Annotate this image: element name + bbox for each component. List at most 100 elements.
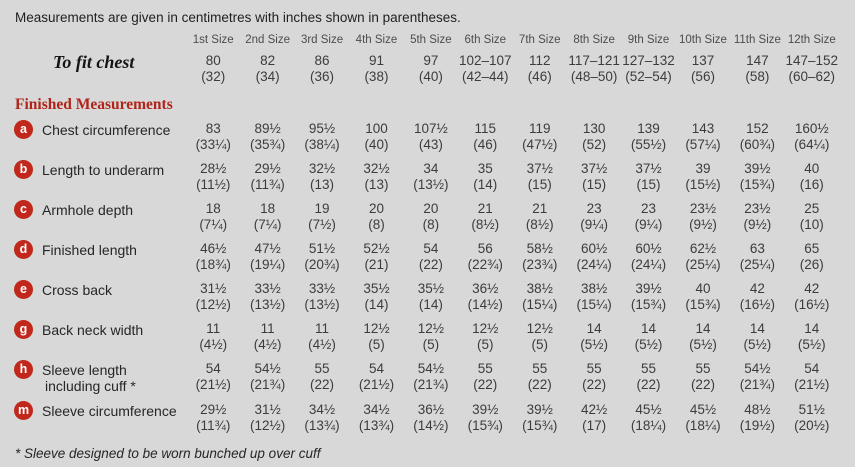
cm-value: 55 — [695, 361, 711, 376]
cm-value: 34 — [423, 161, 439, 176]
measure-cell: 112 (46) — [513, 53, 567, 85]
measure-cell: 51½ (20¾) — [295, 241, 349, 273]
cm-value: 37½ — [635, 161, 662, 176]
measure-cell: 60½ (24¼) — [567, 241, 621, 273]
inches-value: (35¾) — [249, 137, 286, 152]
measure-cell: 160½ (64¼) — [785, 121, 839, 153]
inches-value: (8½) — [471, 217, 500, 232]
cm-value: 80 — [205, 53, 221, 68]
measure-cell: 83 (33¼) — [186, 121, 240, 153]
measure-cell: 48½ (19½) — [730, 402, 784, 434]
cm-value: 29½ — [200, 402, 227, 417]
table-row: c Armhole depth 18 (7¼) 18 (7¼) 19 (7½) 20 (8) 20(… — [14, 200, 839, 233]
cm-value: 45½ — [635, 402, 662, 417]
cm-value: 40 — [804, 161, 820, 176]
cm-value: 54 — [368, 361, 384, 376]
cm-value: 54½ — [744, 361, 771, 376]
row-label-cell: d Finished length — [14, 240, 186, 259]
measure-cell: 35½ (14) — [349, 281, 403, 313]
measure-cell: 95½ (38¼) — [295, 121, 349, 153]
measure-cell: 91 (38) — [349, 53, 403, 85]
inches-value: (18¼) — [630, 418, 667, 433]
inches-value: (7¼) — [253, 217, 282, 232]
inches-value: (5) — [531, 337, 548, 352]
row-label: Chest circumference — [42, 121, 170, 138]
inches-value: (15) — [636, 177, 661, 192]
measure-cell: 82 (34) — [240, 53, 294, 85]
measure-cell: 100 (40) — [349, 121, 403, 153]
measure-cell: 20 (8) — [349, 201, 403, 233]
row-label-cell: g Back neck width — [14, 320, 186, 339]
inches-value: (22¾) — [467, 257, 503, 272]
measure-cell: 130 (52) — [567, 121, 621, 153]
inches-value: (5) — [422, 337, 440, 352]
row-label-cell: e Cross back — [14, 280, 186, 299]
row-label-line: Back neck width — [42, 322, 144, 338]
size-header: 10th Size — [678, 34, 727, 46]
inches-value: (4½) — [199, 337, 228, 352]
inches-value: (5) — [368, 337, 385, 352]
inches-value: (13¾) — [304, 418, 340, 433]
cm-value: 89½ — [254, 121, 281, 136]
inches-value: (21½) — [358, 377, 395, 392]
row-letter-badge: m — [14, 401, 33, 420]
measure-cell: 152 (60¾) — [730, 121, 784, 153]
measure-cell: 139 (55½) — [621, 121, 675, 153]
cm-value: 58½ — [526, 241, 553, 256]
inches-value: (13½) — [413, 177, 449, 192]
row-letter-badge: a — [14, 120, 33, 139]
size-header: 9th Size — [627, 34, 670, 46]
cm-value: 31½ — [254, 402, 281, 417]
cm-value: 42 — [749, 281, 765, 296]
row-label-line: Chest circumference — [42, 122, 171, 138]
measure-cell: 32½ (13) — [295, 161, 349, 193]
cm-value: 11 — [315, 321, 330, 336]
cm-value: 97 — [423, 53, 439, 68]
measure-cell: 40 (15¾) — [676, 281, 730, 313]
measure-cell: 102–107 (42–44) — [458, 53, 512, 85]
cm-value: 107½ — [413, 121, 448, 136]
inches-value: (14½) — [467, 297, 503, 312]
cm-value: 12½ — [526, 321, 553, 336]
inches-value: (40) — [364, 137, 389, 152]
cm-value: 55 — [586, 361, 602, 376]
measure-cell: 31½ (12½) — [240, 402, 294, 434]
cm-value: 46½ — [200, 241, 227, 256]
measure-cell: 25 (10) — [785, 201, 839, 233]
measure-cell: 65 (26) — [785, 241, 839, 273]
inches-value: (56) — [690, 69, 715, 84]
inches-value: (14) — [473, 177, 498, 192]
cm-value: 130 — [582, 121, 606, 136]
inches-value: (16) — [799, 177, 824, 192]
measure-cell: 38½ (15¼) — [513, 281, 567, 313]
inches-value: (57¼) — [685, 137, 721, 152]
inches-value: (55½) — [630, 137, 667, 152]
measure-cell: 80 (32) — [186, 53, 240, 85]
measure-cell: 23 (9¼) — [567, 201, 621, 233]
row-label: Armhole depth — [42, 201, 133, 218]
measure-cell: 42½ (17) — [567, 402, 621, 434]
row-label-line: Length to underarm — [42, 162, 165, 178]
size-header: 7th Size — [518, 34, 561, 46]
size-header: 1st Size — [192, 34, 234, 46]
inches-value: (15) — [527, 177, 552, 192]
cm-value: 51½ — [798, 402, 825, 417]
measure-cell: 45½ (18¼) — [676, 402, 730, 434]
inches-value: (18¾) — [195, 257, 231, 272]
inches-value: (64¼) — [794, 137, 830, 152]
cm-value: 21 — [477, 201, 493, 216]
cm-value: 55 — [314, 361, 330, 376]
cm-value: 39 — [695, 161, 711, 176]
cm-value: 11 — [206, 321, 221, 336]
inches-value: (15¾) — [739, 177, 775, 192]
cm-value: 18 — [205, 201, 221, 216]
cm-value: 115 — [474, 121, 497, 136]
measure-cell: 37½ (15) — [567, 161, 621, 193]
measure-cell: 55 (22) — [295, 361, 349, 393]
row-letter-badge: e — [14, 280, 33, 299]
inches-value: (9½) — [689, 217, 717, 232]
cm-value: 20 — [368, 201, 384, 216]
inches-value: (5) — [477, 337, 494, 352]
cm-value: 143 — [691, 121, 715, 136]
cm-value: 32½ — [308, 161, 336, 176]
